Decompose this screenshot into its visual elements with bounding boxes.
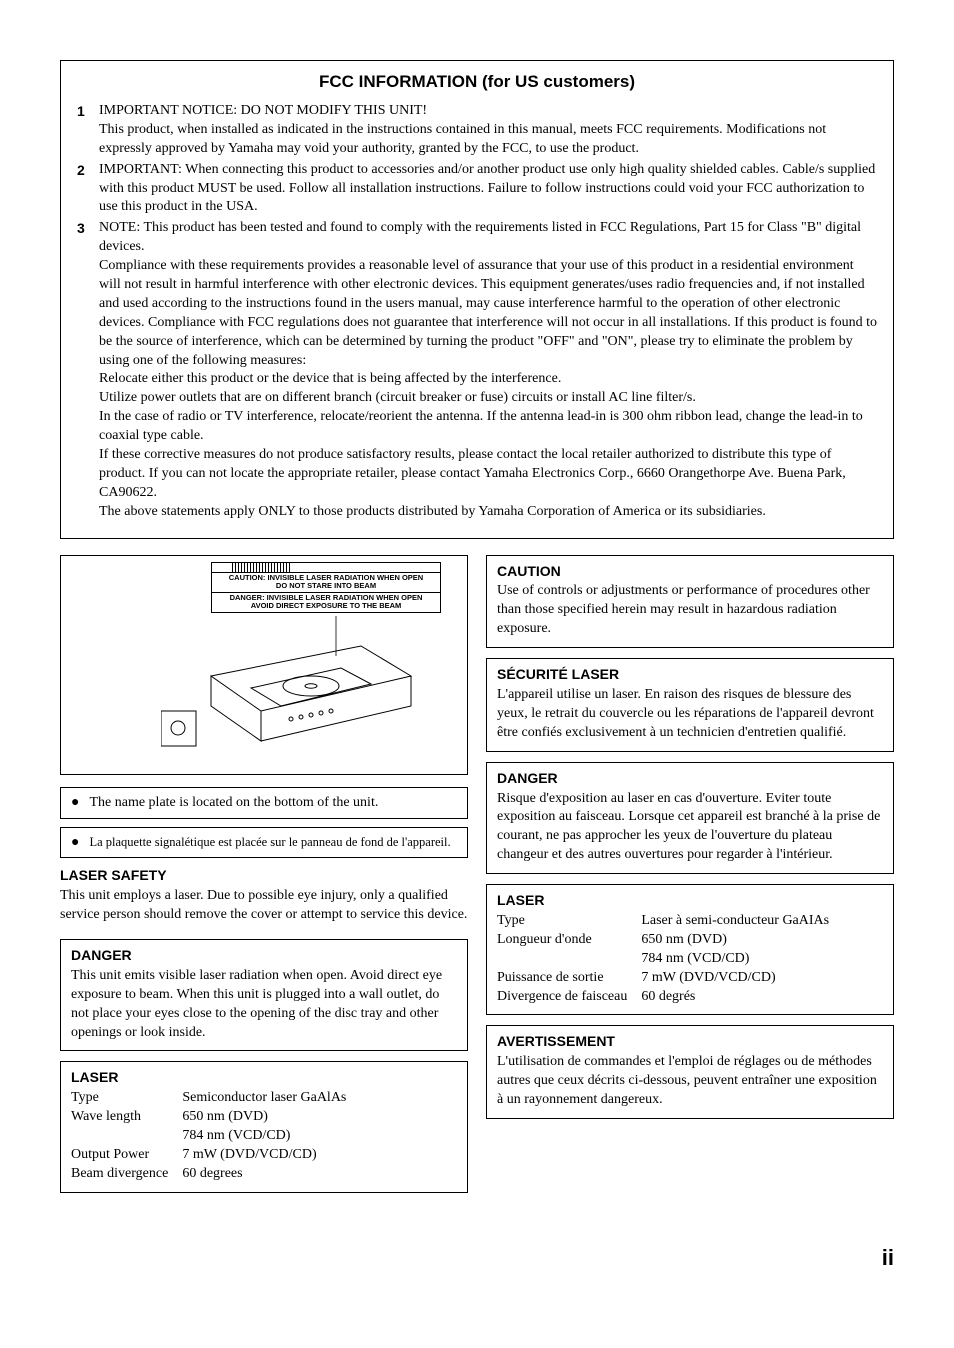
spec-key: Beam divergence: [71, 1165, 182, 1184]
note-text: The name plate is located on the bottom …: [89, 794, 378, 813]
right-column: CAUTION Use of controls or adjustments o…: [486, 555, 894, 1203]
section-heading: DANGER: [497, 769, 883, 788]
bullet-icon: ●: [71, 796, 79, 810]
label-danger-line2: AVOID DIRECT EXPOSURE TO THE BEAM: [251, 601, 402, 610]
fcc-title: FCC INFORMATION (for US customers): [77, 71, 877, 94]
two-column-layout: CAUTION: INVISIBLE LASER RADIATION WHEN …: [60, 555, 894, 1203]
spec-key: Type: [497, 912, 641, 931]
fcc-item-number: 1: [77, 102, 99, 159]
spec-value: 650 nm (DVD)784 nm (VCD/CD): [641, 931, 829, 969]
danger-section-fr: DANGER Risque d'exposition au laser en c…: [486, 762, 894, 874]
laser-spec-en: LASER TypeSemiconductor laser GaAlAs Wav…: [60, 1061, 468, 1192]
section-heading: DANGER: [71, 946, 457, 965]
section-body: This unit emits visible laser radiation …: [71, 967, 457, 1043]
spec-key: Output Power: [71, 1146, 182, 1165]
spec-value: Laser à semi-conducteur GaAIAs: [641, 912, 829, 931]
fcc-item: 3 NOTE: This product has been tested and…: [77, 219, 877, 521]
spec-key: Type: [71, 1089, 182, 1108]
page-number: ii: [60, 1243, 894, 1273]
laser-warning-label: CAUTION: INVISIBLE LASER RADIATION WHEN …: [211, 562, 441, 614]
note-text: La plaquette signalétique est placée sur…: [89, 834, 450, 851]
spec-key: Longueur d'onde: [497, 931, 641, 969]
left-column: CAUTION: INVISIBLE LASER RADIATION WHEN …: [60, 555, 468, 1203]
section-heading: CAUTION: [497, 562, 883, 581]
fcc-item: 1 IMPORTANT NOTICE: DO NOT MODIFY THIS U…: [77, 102, 877, 159]
laser-safety-section: LASER SAFETY This unit employs a laser. …: [60, 866, 468, 925]
securite-laser-section: SÉCURITÉ LASER L'appareil utilise un las…: [486, 658, 894, 752]
section-heading: AVERTISSEMENT: [497, 1032, 883, 1051]
bullet-icon: ●: [71, 836, 79, 850]
device-diagram-box: CAUTION: INVISIBLE LASER RADIATION WHEN …: [60, 555, 468, 775]
section-body: Use of controls or adjustments or perfor…: [497, 582, 883, 639]
laser-spec-table: TypeLaser à semi-conducteur GaAIAs Longu…: [497, 912, 829, 1006]
section-heading: LASER SAFETY: [60, 866, 468, 885]
fcc-item-text: IMPORTANT NOTICE: DO NOT MODIFY THIS UNI…: [99, 102, 877, 159]
fcc-item-number: 2: [77, 161, 99, 218]
dvd-player-illustration: [161, 616, 421, 766]
laser-spec-fr: LASER TypeLaser à semi-conducteur GaAIAs…: [486, 884, 894, 1015]
section-body: L'utilisation de commandes et l'emploi d…: [497, 1053, 883, 1110]
section-body: L'appareil utilise un laser. En raison d…: [497, 686, 883, 743]
spec-value: 60 degrees: [182, 1165, 346, 1184]
spec-value: 7 mW (DVD/VCD/CD): [641, 969, 829, 988]
fcc-item-text: NOTE: This product has been tested and f…: [99, 219, 877, 521]
label-top-bar: [212, 563, 440, 573]
section-heading: SÉCURITÉ LASER: [497, 665, 883, 684]
fcc-item-text: IMPORTANT: When connecting this product …: [99, 161, 877, 218]
section-heading: LASER: [497, 891, 883, 910]
section-heading: LASER: [71, 1068, 457, 1087]
laser-spec-table: TypeSemiconductor laser GaAlAs Wave leng…: [71, 1089, 346, 1183]
danger-section-en: DANGER This unit emits visible laser rad…: [60, 939, 468, 1051]
spec-value: 7 mW (DVD/VCD/CD): [182, 1146, 346, 1165]
spec-value: Semiconductor laser GaAlAs: [182, 1089, 346, 1108]
section-body: This unit employs a laser. Due to possib…: [60, 887, 468, 925]
spec-key: Wave length: [71, 1108, 182, 1146]
spec-value: 60 degrés: [641, 988, 829, 1007]
caution-section: CAUTION Use of controls or adjustments o…: [486, 555, 894, 649]
fcc-item: 2 IMPORTANT: When connecting this produc…: [77, 161, 877, 218]
fcc-information-box: FCC INFORMATION (for US customers) 1 IMP…: [60, 60, 894, 539]
name-plate-note-fr: ● La plaquette signalétique est placée s…: [60, 827, 468, 858]
spec-value: 650 nm (DVD)784 nm (VCD/CD): [182, 1108, 346, 1146]
label-caution-line2: DO NOT STARE INTO BEAM: [276, 581, 376, 590]
fcc-list: 1 IMPORTANT NOTICE: DO NOT MODIFY THIS U…: [77, 102, 877, 522]
avertissement-section: AVERTISSEMENT L'utilisation de commandes…: [486, 1025, 894, 1119]
name-plate-note-en: ● The name plate is located on the botto…: [60, 787, 468, 820]
section-body: Risque d'exposition au laser en cas d'ou…: [497, 790, 883, 866]
fcc-item-number: 3: [77, 219, 99, 521]
spec-key: Puissance de sortie: [497, 969, 641, 988]
spec-key: Divergence de faisceau: [497, 988, 641, 1007]
